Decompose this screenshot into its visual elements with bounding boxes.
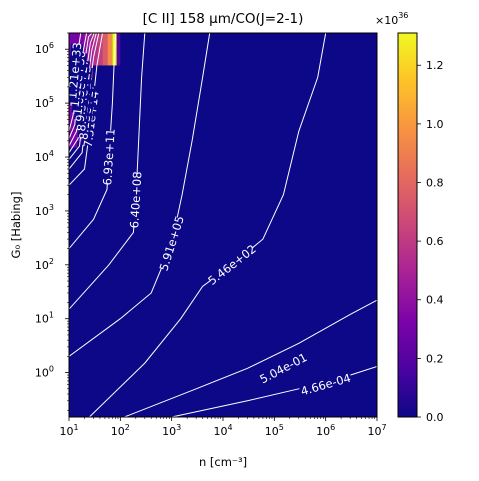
colorbar-tick-label: 1.2 (426, 59, 444, 72)
x-axis-label: n [cm⁻³] (199, 455, 247, 469)
colorbar-tick-label: 0.0 (426, 411, 444, 424)
chart-title: [C II] 158 μm/CO(J=2-1) (143, 11, 304, 27)
y-tick-label: 101 (35, 311, 54, 326)
x-axis: 101 102 103 104 105 106 107 (59, 417, 386, 438)
y-tick-label: 104 (35, 149, 54, 164)
heatmap-cell (107, 33, 112, 65)
x-tick-label: 107 (367, 423, 386, 438)
plot-background (69, 33, 377, 417)
heatmap-cell (117, 33, 121, 65)
x-tick-label: 102 (111, 423, 130, 438)
colorbar-scale: ×1036 (375, 11, 408, 27)
x-tick-label: 104 (213, 423, 232, 438)
colorbar-scale-exp: 36 (398, 11, 408, 20)
x-tick-label: 103 (162, 423, 181, 438)
x-tick-label: 101 (59, 423, 78, 438)
colorbar-tick-label: 0.6 (426, 235, 444, 248)
colorbar-tick-label: 0.4 (426, 294, 444, 307)
y-axis-label: G₀ [Habing] (9, 192, 23, 259)
heatmap-cell (103, 33, 108, 65)
colorbar-ticks: 0.0 0.2 0.4 0.6 0.8 1.0 1.2 (417, 59, 444, 424)
y-tick-label: 103 (35, 203, 54, 218)
y-axis: 100 101 102 103 104 105 106 (35, 33, 69, 410)
y-tick-label: 106 (35, 41, 54, 56)
x-tick-label: 105 (265, 423, 284, 438)
colorbar-tick-label: 0.2 (426, 352, 444, 365)
y-tick-label: 105 (35, 95, 54, 110)
y-tick-label: 102 (35, 257, 54, 272)
colorbar (398, 33, 417, 417)
x-tick-label: 106 (316, 423, 335, 438)
colorbar-scale-base: ×10 (375, 14, 398, 27)
y-tick-label: 100 (35, 365, 54, 380)
colorbar-tick-label: 0.8 (426, 176, 444, 189)
colorbar-tick-label: 1.0 (426, 118, 444, 131)
